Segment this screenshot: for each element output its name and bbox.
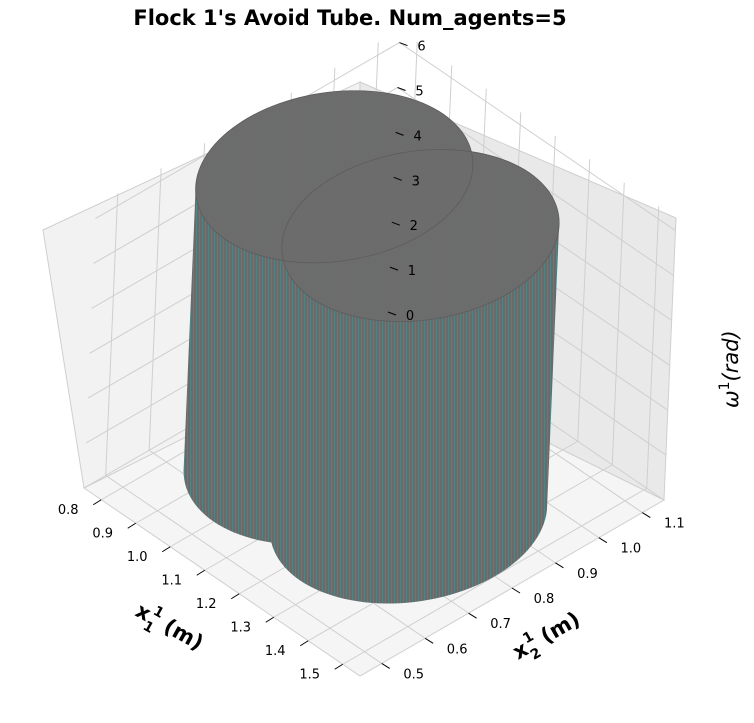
- x-tick-mark: [299, 640, 309, 647]
- x-tick-label: 0.9: [92, 526, 113, 541]
- y-tick-mark: [555, 562, 564, 569]
- z-tick-mark: [395, 131, 404, 136]
- x-tick-mark: [127, 522, 137, 529]
- z-tick-label: 1: [408, 264, 416, 279]
- x-tick-mark: [161, 546, 171, 553]
- z-tick-label: 5: [415, 84, 423, 99]
- y-tick-label: 0.9: [577, 567, 598, 582]
- z-tick-mark: [393, 176, 402, 181]
- y-tick-mark: [598, 537, 608, 544]
- z-tick-mark: [389, 266, 399, 271]
- y-tick-mark: [424, 637, 434, 644]
- tube-rim: [281, 149, 560, 322]
- z-tick-label: 6: [417, 40, 425, 55]
- tick-labels: 0.8 0.9 1.0 1.1 1.2 1.3 1.4 1.5 0.5 0.6 0.7 0.8 0.9 1…: [58, 40, 685, 683]
- y-tick-mark: [468, 612, 477, 619]
- x-tick-label: 1.5: [299, 667, 320, 682]
- x-tick-mark: [334, 663, 344, 670]
- z-axis-label: ω1(rad): [717, 330, 743, 408]
- y-tick-label: 0.5: [403, 667, 424, 682]
- x-tick-mark: [92, 499, 102, 506]
- z-tick-label: 4: [414, 129, 422, 144]
- y-tick-mark: [511, 587, 521, 594]
- x-tick-label: 1.1: [161, 573, 182, 588]
- y-tick-label: 0.7: [490, 617, 511, 632]
- x-tick-label: 0.8: [58, 503, 79, 518]
- y-tick-mark: [642, 512, 651, 518]
- z-tick-label: 3: [412, 174, 420, 189]
- y-tick-label: 1.1: [664, 517, 685, 532]
- y-tick-label: 0.6: [447, 642, 468, 657]
- y-tick-mark: [381, 663, 390, 669]
- x-tick-label: 1.4: [265, 644, 286, 659]
- y-tick-label: 1.0: [621, 542, 642, 557]
- avoid-tube-surface: [183, 90, 560, 604]
- chart-title: Flock 1's Avoid Tube. Num_agents=5: [133, 6, 567, 30]
- x-tick-label: 1.2: [196, 597, 217, 612]
- z-tick-mark: [391, 221, 400, 226]
- y-axis-label: x21 (m): [507, 604, 588, 670]
- x-tick-label: 1.3: [230, 620, 251, 635]
- z-tick-mark: [399, 42, 408, 47]
- tick-marks: [92, 42, 651, 670]
- z-tick-label: 2: [410, 219, 418, 234]
- z-tick-label: 0: [406, 309, 414, 324]
- y-tick-label: 0.8: [534, 592, 555, 607]
- x-tick-mark: [265, 616, 275, 623]
- x-tick-mark: [196, 569, 206, 576]
- z-tick-mark: [397, 87, 406, 91]
- z-tick-mark: [387, 311, 397, 316]
- x-tick-mark: [230, 593, 240, 600]
- x-tick-label: 1.0: [127, 550, 148, 565]
